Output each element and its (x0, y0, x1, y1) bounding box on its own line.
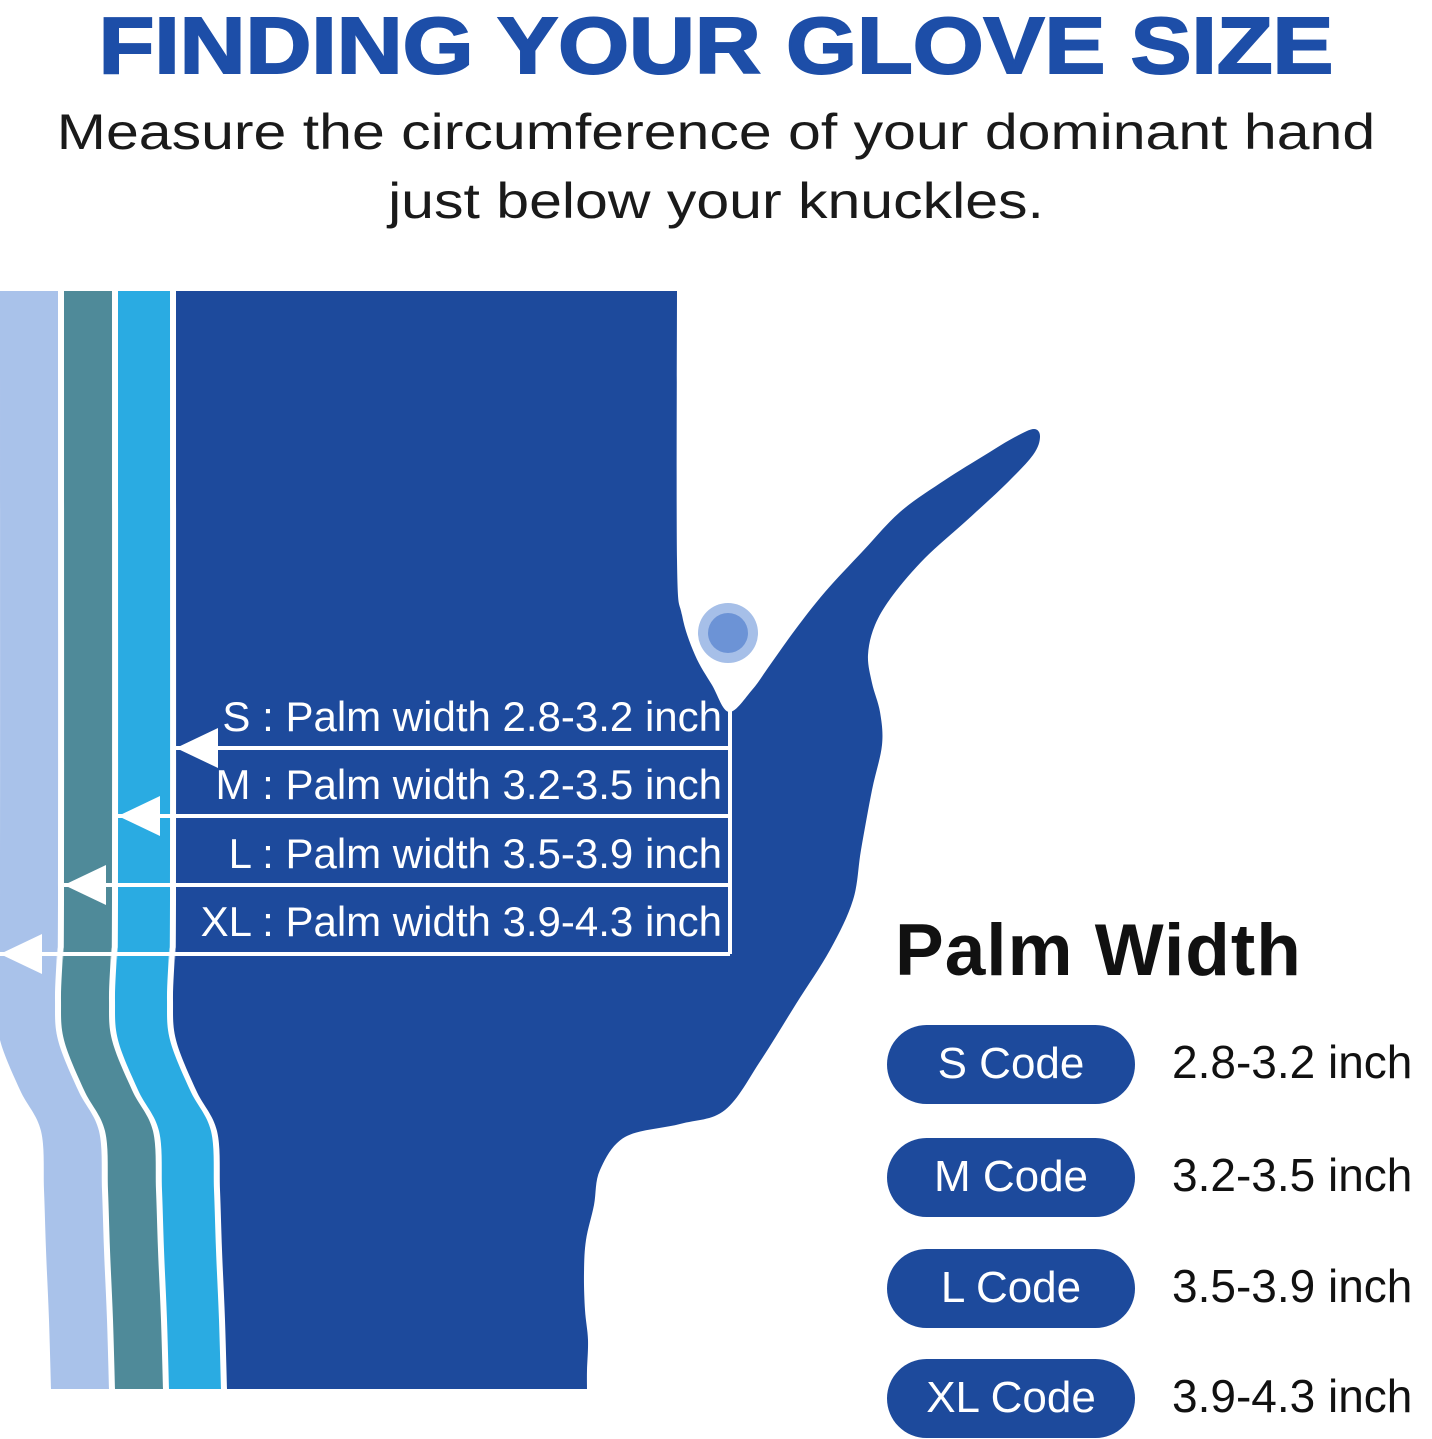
svg-text:Palm Width: Palm Width (895, 910, 1302, 991)
svg-text:M Code: M Code (934, 1152, 1088, 1201)
svg-text:3.5-3.9 inch: 3.5-3.9 inch (1172, 1260, 1412, 1312)
svg-text:L : Palm width 3.5-3.9 inch: L : Palm width 3.5-3.9 inch (229, 830, 722, 877)
svg-text:3.2-3.5 inch: 3.2-3.5 inch (1172, 1149, 1412, 1201)
svg-text:S : Palm width 2.8-3.2 inch: S : Palm width 2.8-3.2 inch (222, 693, 722, 740)
svg-text:XL : Palm width 3.9-4.3 inch: XL : Palm width 3.9-4.3 inch (201, 898, 722, 945)
svg-text:2.8-3.2 inch: 2.8-3.2 inch (1172, 1036, 1412, 1088)
svg-text:3.9-4.3 inch: 3.9-4.3 inch (1172, 1370, 1412, 1422)
svg-text:S Code: S Code (938, 1039, 1085, 1088)
svg-text:M : Palm width 3.2-3.5 inch: M : Palm width 3.2-3.5 inch (215, 761, 722, 808)
svg-text:L Code: L Code (941, 1263, 1081, 1312)
svg-text:XL Code: XL Code (926, 1373, 1096, 1422)
